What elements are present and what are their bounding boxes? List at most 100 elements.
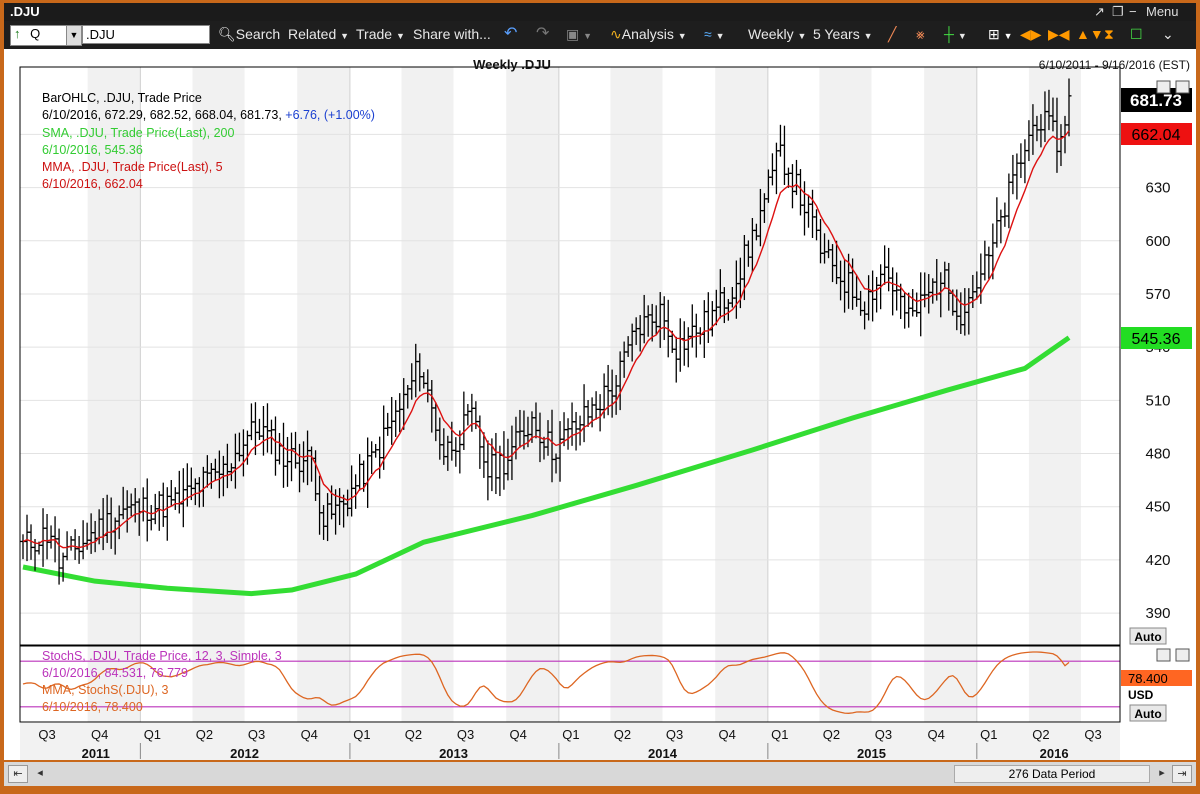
analysis-button[interactable]: ∿Analysis ▼ — [610, 26, 687, 42]
related-button[interactable]: Related ▼ — [288, 26, 350, 42]
year-tick-label: 2016 — [1040, 746, 1069, 760]
stoch-mma-value: 6/10/2016, 78.400 — [42, 700, 143, 714]
y-tick-label: 450 — [1145, 499, 1170, 516]
legend-mma-label: MMA, .DJU, Trade Price(Last), 5 — [42, 160, 223, 174]
scroll-first-icon[interactable]: ⇤ — [8, 765, 28, 783]
auto-scale-label: Auto — [1134, 630, 1161, 644]
panel-close-icon[interactable] — [1175, 80, 1190, 94]
studies-icon[interactable]: ≈ ▼ — [704, 26, 725, 42]
quarter-tick-label: Q1 — [562, 727, 579, 742]
stoch-legend-label: StochS, .DJU, Trade Price, 12, 3, Simple… — [42, 649, 282, 663]
scrollbar[interactable]: ⇤ ◂ 276 Data Period ▸ ⇥ — [4, 762, 1196, 786]
scroll-thumb[interactable]: 276 Data Period — [954, 765, 1150, 783]
quarter-tick-label: Q4 — [91, 727, 108, 742]
quarter-band — [401, 646, 454, 722]
menu-button[interactable]: Menu — [1146, 4, 1179, 19]
legend-price-label: BarOHLC, .DJU, Trade Price — [42, 91, 202, 105]
quarter-tick-label: Q2 — [823, 727, 840, 742]
search-button[interactable]: 🔍︎Search — [218, 26, 281, 42]
quarter-band — [401, 67, 454, 645]
undo-icon[interactable]: ↶ — [504, 25, 518, 42]
chart-title: Weekly .DJU — [473, 57, 551, 72]
add-study-icon[interactable]: ⊞ ▼ — [988, 26, 1013, 42]
quarter-band — [1028, 67, 1082, 645]
mma-badge — [1121, 123, 1192, 145]
stoch-close-icon[interactable] — [1175, 648, 1190, 662]
quarter-band — [192, 67, 245, 645]
quarter-tick-label: Q4 — [510, 727, 527, 742]
y-tick-label: 630 — [1145, 180, 1170, 197]
quarter-tick-label: Q4 — [301, 727, 318, 742]
more-icon[interactable]: ⌄ — [1162, 26, 1174, 42]
period-select[interactable]: Weekly ▼ — [748, 26, 807, 42]
quarter-band — [506, 67, 559, 645]
title-bar: .DJU ↗ ❐ − Menu — [4, 3, 1196, 21]
quarter-tick-label: Q3 — [1084, 727, 1101, 742]
up-arrow-icon: ↑ — [14, 26, 21, 41]
compress-icon[interactable]: ⧗ — [1104, 26, 1114, 42]
zoom-in-icon[interactable]: ▶◀ — [1048, 26, 1070, 42]
last-price-text: 681.73 — [1130, 91, 1182, 110]
symbol-type-select[interactable]: ↑ Q — [10, 25, 70, 46]
quarter-tick-label: Q1 — [980, 727, 997, 742]
symbol-dropdown-icon[interactable]: ▼ — [66, 25, 82, 46]
year-tick-label: 2014 — [648, 746, 678, 760]
line-chart-icon[interactable]: ╱ — [888, 26, 897, 42]
chevron-down-icon: ▼ — [395, 31, 405, 41]
y-tick-label: 390 — [1145, 605, 1170, 622]
x-axis — [20, 723, 1120, 760]
quarter-band — [1028, 646, 1082, 722]
chart-area[interactable]: Weekly .DJU 6/10/2011 - 9/16/2016 (EST) … — [4, 49, 1196, 761]
currency-label: USD — [1128, 688, 1154, 702]
quarter-band — [924, 646, 977, 722]
chart-svg[interactable]: Weekly .DJU 6/10/2011 - 9/16/2016 (EST) … — [4, 49, 1196, 761]
redo-icon[interactable]: ↷ — [536, 25, 550, 42]
quarter-tick-label: Q2 — [196, 727, 213, 742]
camera-icon[interactable]: ▣ ▼ — [566, 26, 593, 42]
y-tick-label: 420 — [1145, 552, 1170, 569]
quarter-band — [819, 646, 872, 722]
symbol-type-label: Q — [30, 26, 41, 41]
share-button[interactable]: Share with... — [413, 26, 491, 42]
quarter-tick-label: Q1 — [353, 727, 370, 742]
scroll-back-icon[interactable]: ◂ — [37, 767, 43, 779]
quarter-band — [87, 67, 141, 645]
scroll-left-icon[interactable]: ◀▶ — [1020, 26, 1042, 42]
stoch-auto-button[interactable] — [1129, 704, 1167, 722]
panel-restore-icon[interactable] — [1156, 80, 1171, 94]
legend-price-values: 6/10/2016, 672.29, 682.52, 668.04, 681.7… — [42, 108, 375, 122]
panel-controls[interactable] — [1156, 80, 1190, 94]
quarter-tick-label: Q3 — [248, 727, 265, 742]
export-icon[interactable]: ☐ — [1130, 26, 1143, 42]
crosshair-icon[interactable]: ┼ ▼ — [944, 26, 967, 42]
analysis-icon: ∿ — [610, 26, 622, 42]
minimize-icon[interactable]: − — [1129, 4, 1137, 19]
ohlc-bar — [1066, 78, 1072, 137]
legend-sma-label: SMA, .DJU, Trade Price(Last), 200 — [42, 126, 234, 140]
legend: BarOHLC, .DJU, Trade Price 6/10/2016, 67… — [42, 91, 375, 191]
symbol-input[interactable]: .DJU — [82, 25, 210, 44]
auto-scale-button[interactable] — [1129, 627, 1167, 645]
scroll-last-icon[interactable]: ⇥ — [1172, 765, 1192, 783]
quarter-band — [506, 646, 559, 722]
stoch-badge-text: 78.400 — [1128, 671, 1168, 686]
quarter-band — [610, 67, 663, 645]
trade-button[interactable]: Trade ▼ — [356, 26, 405, 42]
quarter-band — [924, 67, 977, 645]
legend-sma-value: 6/10/2016, 545.36 — [42, 143, 143, 157]
bar-chart-icon[interactable]: ⨳ — [916, 26, 925, 42]
sma-line — [22, 335, 1071, 597]
quarter-tick-label: Q3 — [457, 727, 474, 742]
y-tick-label: 510 — [1145, 392, 1170, 409]
restore-icon[interactable]: ❐ — [1112, 4, 1124, 19]
quarter-tick-label: Q4 — [719, 727, 736, 742]
quarter-tick-label: Q3 — [38, 727, 55, 742]
range-select[interactable]: 5 Years ▼ — [813, 26, 873, 42]
quarter-tick-label: Q2 — [1032, 727, 1049, 742]
scroll-forward-icon[interactable]: ▸ — [1159, 767, 1165, 779]
stoch-restore-icon[interactable] — [1156, 648, 1171, 662]
quarter-band — [297, 67, 350, 645]
expand-icon[interactable]: ▲▼ — [1076, 26, 1104, 42]
pin-icon[interactable]: ↗ — [1094, 4, 1105, 19]
price-badges: 681.73 662.04 545.36 — [1121, 88, 1192, 349]
